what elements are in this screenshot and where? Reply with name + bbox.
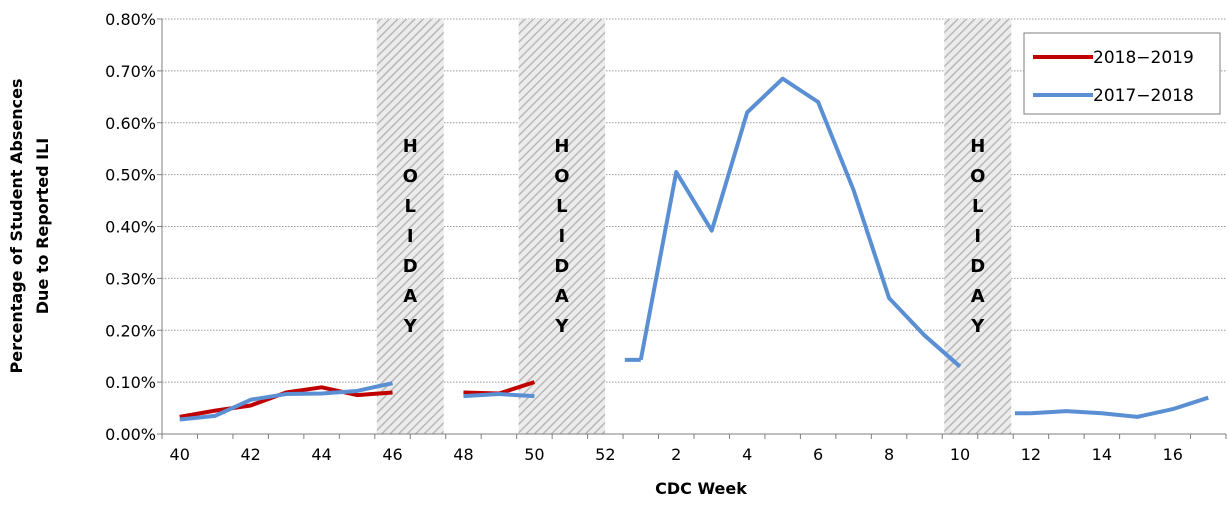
x-tick-label: 2 — [671, 445, 681, 464]
legend-label-2018-2019: 2018−2019 — [1093, 48, 1194, 68]
holiday-label-letter: L — [972, 196, 983, 217]
holiday-band — [518, 19, 606, 434]
x-tick-label: 50 — [524, 445, 544, 464]
x-axis-title: CDC Week — [655, 479, 747, 498]
x-tick-label: 42 — [240, 445, 260, 464]
series-line — [463, 392, 535, 399]
series-line — [638, 76, 962, 369]
x-tick-label: 40 — [170, 445, 190, 464]
holiday-label-letter: A — [555, 286, 569, 307]
holiday-label-letter: A — [971, 286, 985, 307]
y-tick-label: 0.30% — [105, 269, 156, 288]
x-tick-labels: 40 42 44 46 48 50 52 2 4 6 8 10 12 14 16 — [170, 445, 1183, 464]
series-line — [179, 381, 393, 422]
y-axis-title: Percentage of Student Absences Due to Re… — [7, 79, 52, 374]
holiday-label-letter: O — [403, 166, 418, 187]
legend-box — [1023, 32, 1221, 115]
holiday-label-letter: H — [554, 136, 569, 157]
holiday-label-letter: O — [970, 166, 985, 187]
x-tick-label: 16 — [1163, 445, 1183, 464]
x-tick-label: 8 — [884, 445, 894, 464]
data-series — [179, 76, 1209, 422]
holiday-label-letter: Y — [970, 316, 985, 337]
holiday-label-letter: D — [970, 256, 985, 277]
series-line — [1030, 395, 1209, 419]
y-tick-label: 0.50% — [105, 166, 156, 185]
x-tick-label: 6 — [813, 445, 823, 464]
x-tick-label: 46 — [382, 445, 402, 464]
x-tick-label: 14 — [1092, 445, 1112, 464]
y-tick-label: 0.00% — [105, 425, 156, 444]
x-tick-label: 10 — [950, 445, 970, 464]
y-tick-label: 0.80% — [105, 10, 156, 29]
holiday-label-letter: D — [554, 256, 569, 277]
legend-label-2017-2018: 2017−2018 — [1093, 86, 1194, 106]
y-tick-label: 0.10% — [105, 373, 156, 392]
y-axis-title-line-2: Due to Reported ILI — [33, 138, 52, 314]
holiday-label-letter: H — [403, 136, 418, 157]
grid-lines — [162, 18, 1226, 383]
series-2017-2018 — [179, 76, 1209, 422]
legend: 2018−2019 2017−2018 — [1023, 32, 1221, 115]
y-tick-labels: 0.00% 0.10% 0.20% 0.30% 0.40% 0.50% 0.60% 0.70%… — [105, 10, 156, 444]
series-2018-2019 — [179, 380, 536, 419]
x-tick-label: 52 — [595, 445, 615, 464]
y-tick-label: 0.40% — [105, 218, 156, 237]
x-tick-label: 4 — [742, 445, 752, 464]
holiday-label-letter: L — [556, 196, 567, 217]
holiday-label-letter: I — [559, 226, 566, 247]
holiday-label-letter: I — [974, 226, 981, 247]
holiday-label-letter: H — [970, 136, 985, 157]
x-tick-label: 12 — [1021, 445, 1041, 464]
x-tick-label: 44 — [311, 445, 331, 464]
holiday-label-letter: Y — [403, 316, 418, 337]
holiday-label-letter: L — [405, 196, 416, 217]
holiday-label-letter: I — [407, 226, 414, 247]
holiday-label-letter: Y — [554, 316, 569, 337]
x-tick-label: 48 — [453, 445, 473, 464]
holiday-label-letter: O — [554, 166, 569, 187]
holiday-label-letter: D — [403, 256, 418, 277]
y-tick-label: 0.70% — [105, 62, 156, 81]
y-tick-label: 0.60% — [105, 114, 156, 133]
axes — [157, 18, 1227, 439]
y-axis-title-line-1: Percentage of Student Absences — [7, 79, 26, 374]
holiday-label-letter: A — [403, 286, 417, 307]
y-tick-label: 0.20% — [105, 321, 156, 340]
holiday-band — [376, 19, 444, 434]
